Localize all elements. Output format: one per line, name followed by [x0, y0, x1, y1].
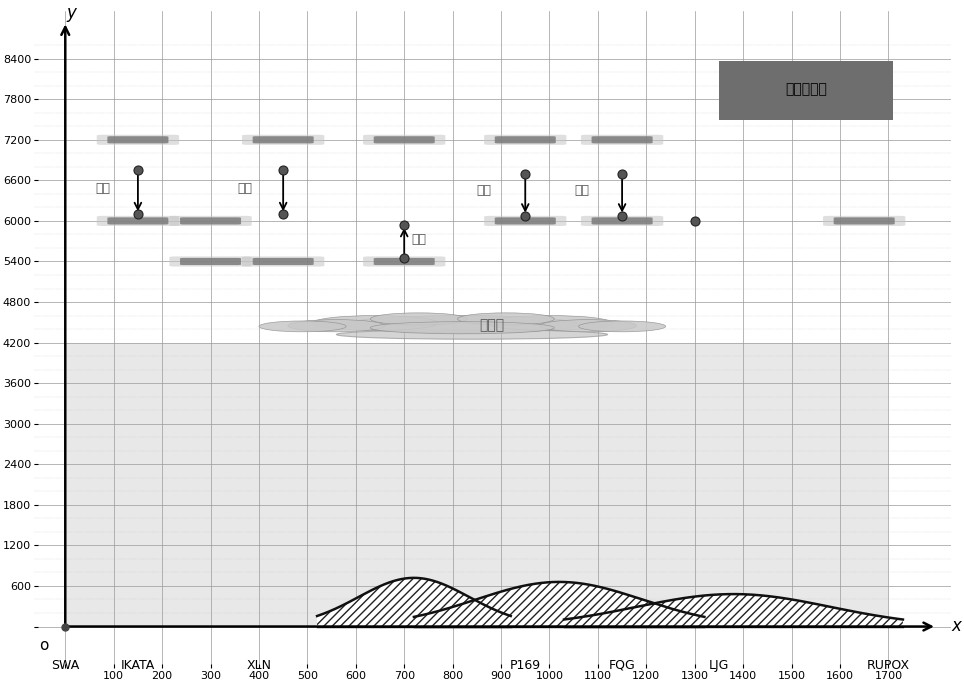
FancyBboxPatch shape: [96, 135, 179, 145]
Ellipse shape: [336, 330, 607, 339]
Text: x: x: [951, 617, 961, 635]
FancyBboxPatch shape: [253, 258, 313, 265]
Bar: [66, 343, 889, 627]
FancyBboxPatch shape: [484, 135, 567, 145]
FancyBboxPatch shape: [107, 136, 169, 144]
Text: SWA: SWA: [51, 659, 79, 672]
Text: 上升: 上升: [412, 233, 426, 246]
FancyBboxPatch shape: [495, 136, 556, 144]
Polygon shape: [414, 582, 705, 627]
Ellipse shape: [487, 315, 612, 330]
Text: 下降: 下降: [575, 184, 590, 197]
Polygon shape: [317, 578, 511, 627]
Text: y: y: [67, 4, 76, 22]
Text: 下降: 下降: [237, 182, 253, 195]
Text: o: o: [39, 638, 48, 653]
FancyBboxPatch shape: [363, 256, 445, 267]
Text: 不可用空域: 不可用空域: [785, 82, 827, 96]
Ellipse shape: [578, 321, 666, 332]
FancyBboxPatch shape: [581, 135, 663, 145]
FancyBboxPatch shape: [834, 218, 895, 224]
FancyBboxPatch shape: [180, 258, 241, 265]
Text: 下降: 下降: [477, 184, 492, 197]
FancyBboxPatch shape: [180, 218, 241, 224]
Text: 下降: 下降: [95, 182, 110, 195]
FancyBboxPatch shape: [374, 258, 435, 265]
Ellipse shape: [312, 315, 438, 330]
Ellipse shape: [370, 313, 468, 325]
Text: FQG: FQG: [608, 659, 635, 672]
FancyBboxPatch shape: [592, 218, 653, 224]
Polygon shape: [564, 594, 903, 627]
Ellipse shape: [540, 319, 636, 332]
FancyBboxPatch shape: [242, 256, 324, 267]
Text: RUPOX: RUPOX: [867, 659, 910, 672]
FancyBboxPatch shape: [170, 216, 252, 226]
FancyBboxPatch shape: [363, 135, 445, 145]
FancyBboxPatch shape: [374, 136, 435, 144]
FancyBboxPatch shape: [107, 218, 169, 224]
FancyBboxPatch shape: [823, 216, 905, 226]
FancyBboxPatch shape: [96, 216, 179, 226]
Text: 雷雨区: 雷雨区: [479, 318, 504, 332]
Ellipse shape: [370, 321, 554, 334]
Ellipse shape: [288, 319, 385, 332]
FancyBboxPatch shape: [253, 136, 313, 144]
FancyBboxPatch shape: [170, 256, 252, 267]
Text: LJG: LJG: [709, 659, 729, 672]
Ellipse shape: [259, 321, 346, 332]
Ellipse shape: [458, 313, 554, 325]
FancyBboxPatch shape: [592, 136, 653, 144]
FancyBboxPatch shape: [242, 135, 324, 145]
FancyBboxPatch shape: [484, 216, 567, 226]
Ellipse shape: [346, 315, 578, 333]
Text: IKATA: IKATA: [120, 659, 155, 672]
Bar: [719, 62, 894, 120]
FancyBboxPatch shape: [495, 218, 556, 224]
Text: XLN: XLN: [247, 659, 272, 672]
Text: P169: P169: [510, 659, 541, 672]
FancyBboxPatch shape: [581, 216, 663, 226]
